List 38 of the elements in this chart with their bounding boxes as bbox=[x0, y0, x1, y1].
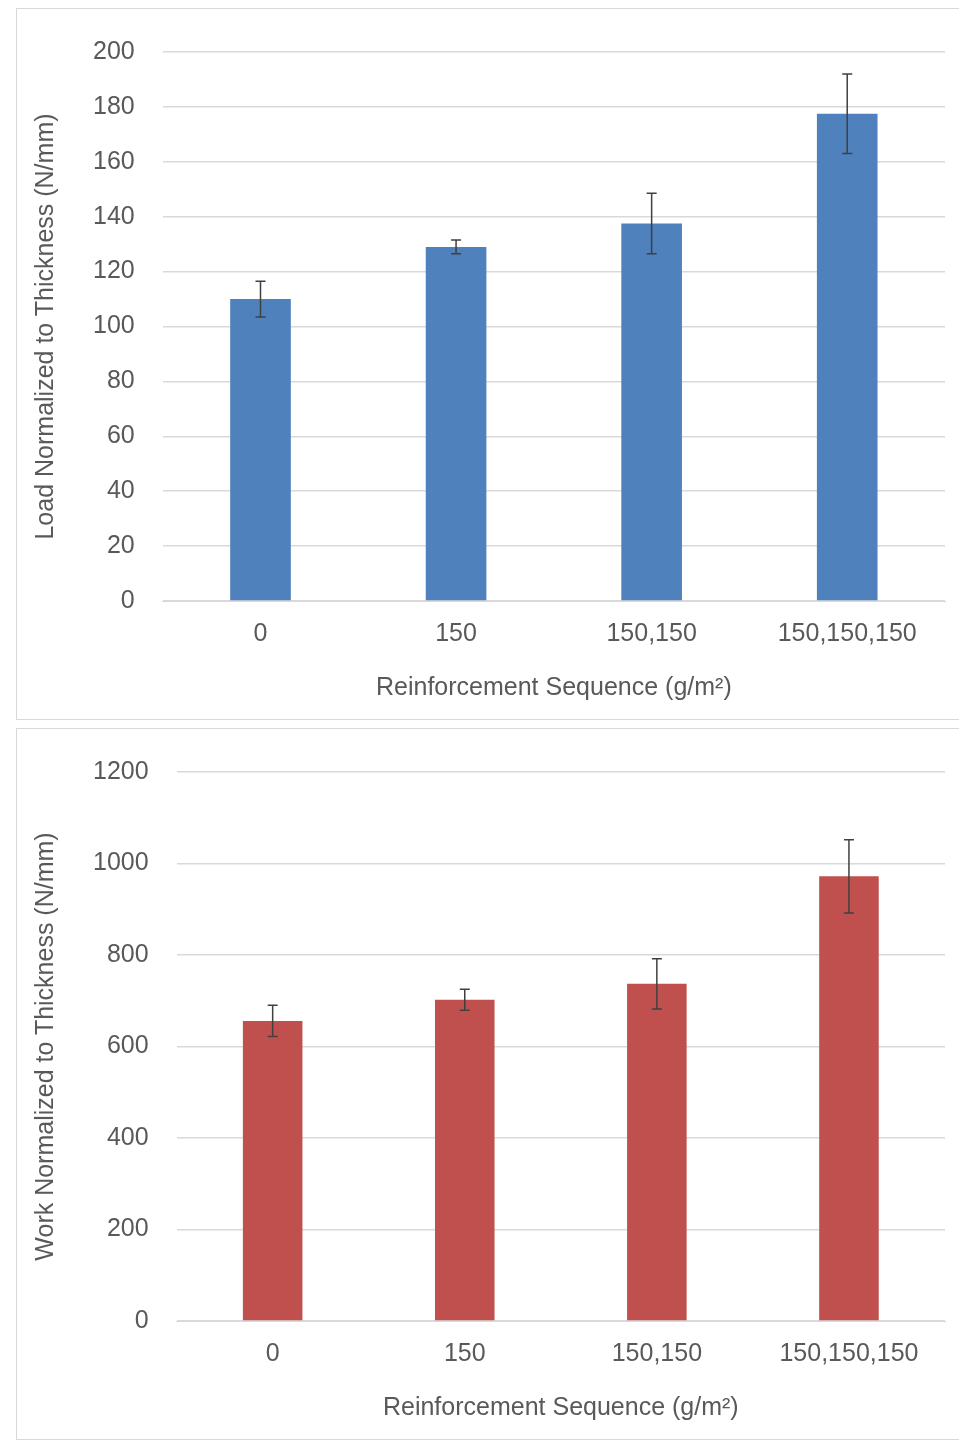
y-tick-label: 100 bbox=[92, 310, 135, 339]
bar bbox=[230, 299, 291, 601]
x-tick-label: 150,150,150 bbox=[777, 617, 917, 646]
x-tick-label: 150,150 bbox=[606, 617, 697, 646]
bar bbox=[621, 223, 682, 601]
bar bbox=[425, 246, 487, 601]
y-tick-label: 800 bbox=[106, 938, 149, 967]
x-tick-label: 0 bbox=[253, 617, 268, 646]
y-tick-label: 200 bbox=[106, 1213, 149, 1242]
y-tick-label: 1000 bbox=[92, 847, 149, 876]
y-tick-label: 200 bbox=[92, 35, 135, 64]
x-tick-label: 150 bbox=[435, 617, 477, 646]
y-axis-title: Load Normalized to Thickness (N/mm) bbox=[29, 113, 58, 540]
y-axis-title: Work Normalized to Thickness (N/mm) bbox=[29, 832, 58, 1261]
x-axis-title: Reinforcement Sequence (g/m²) bbox=[376, 671, 732, 700]
x-tick-label: 150 bbox=[443, 1337, 486, 1366]
bar bbox=[434, 999, 495, 1321]
bar bbox=[627, 983, 687, 1321]
y-tick-label: 400 bbox=[106, 1121, 149, 1150]
y-tick-label: 180 bbox=[92, 90, 135, 119]
y-tick-label: 600 bbox=[106, 1030, 149, 1059]
y-tick-label: 0 bbox=[134, 1304, 149, 1333]
y-tick-label: 140 bbox=[92, 200, 135, 229]
y-tick-label: 120 bbox=[92, 255, 135, 284]
y-tick-label: 40 bbox=[106, 475, 135, 504]
bar bbox=[816, 113, 878, 601]
x-tick-label: 150,150 bbox=[611, 1337, 703, 1366]
y-tick-label: 1200 bbox=[92, 755, 149, 784]
y-tick-label: 60 bbox=[106, 420, 135, 449]
y-tick-label: 0 bbox=[120, 584, 135, 613]
x-tick-label: 0 bbox=[265, 1337, 280, 1366]
bar bbox=[242, 1020, 303, 1321]
y-tick-label: 160 bbox=[92, 145, 135, 174]
x-axis-title: Reinforcement Sequence (g/m²) bbox=[382, 1391, 739, 1420]
y-tick-label: 80 bbox=[106, 365, 135, 394]
y-tick-label: 20 bbox=[106, 529, 135, 558]
x-tick-label: 150,150,150 bbox=[779, 1337, 919, 1366]
bar bbox=[819, 876, 879, 1321]
